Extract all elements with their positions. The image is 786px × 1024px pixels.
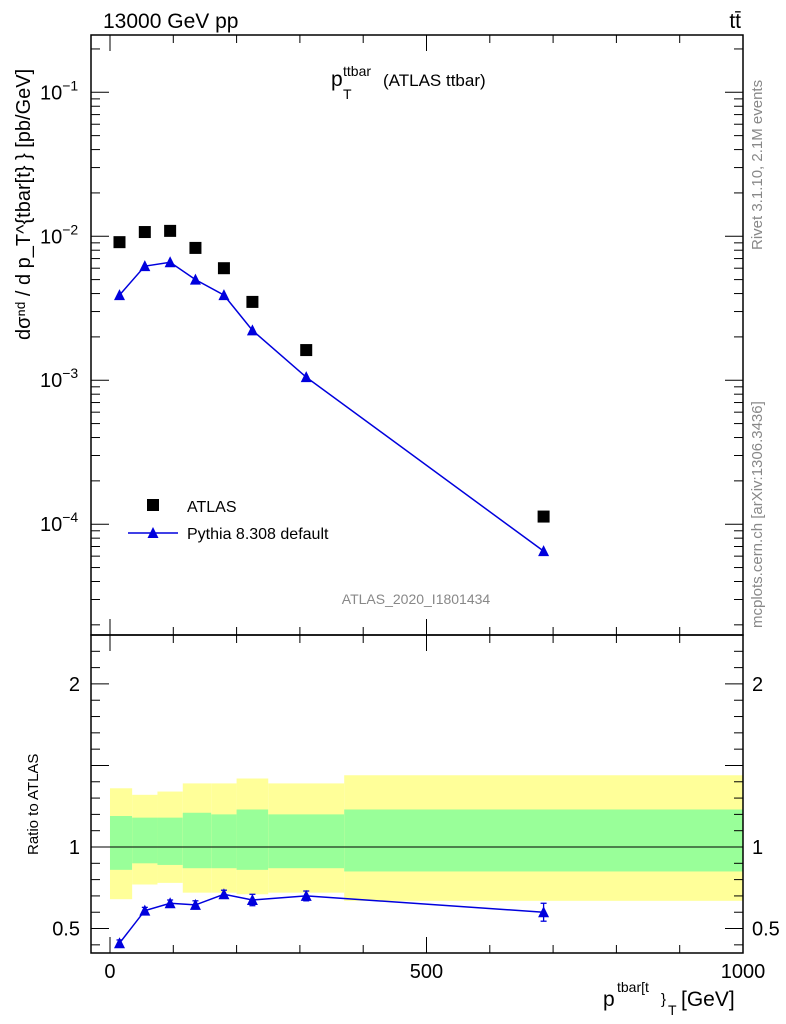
atlas-data-point (138, 226, 151, 239)
atlas-data-point (246, 295, 259, 308)
ratio-y-tick-label: 2 (69, 674, 80, 696)
y-axis-label: dσⁿᵈ / d p_T^{tbar[t} } [pb/GeV] (13, 69, 35, 340)
rivet-label-text: Rivet 3.1.10, 2.1M events (749, 80, 766, 250)
plot-title: p ttbar T (ATLAS ttbar) (331, 63, 486, 102)
legend-pythia-marker (147, 527, 159, 538)
legend-pythia-label: Pythia 8.308 default (187, 526, 329, 543)
mcplots-label: mcplots.cern.ch [arXiv:1306.3436] (749, 401, 766, 628)
atlas-data-point (537, 510, 550, 523)
y-tick-label: 10−2 (40, 221, 78, 248)
ratio-series (113, 888, 550, 949)
process-label: tt̄ (729, 10, 741, 33)
ratio-data-point (113, 937, 125, 949)
atlas-data-point (217, 262, 230, 275)
ratio-line (118, 893, 544, 944)
ratio-y-tick-label-right: 2 (752, 674, 763, 696)
inner-band-segment (132, 817, 158, 864)
title-main: p (331, 68, 343, 91)
ratio-y-tick-label-right: 0.5 (752, 919, 780, 941)
title-rest: (ATLAS ttbar) (383, 71, 486, 90)
atlas-series (113, 224, 550, 523)
analysis-tag: ATLAS_2020_I1801434 (342, 591, 491, 607)
ratio-y-tick-label: 1 (69, 837, 80, 859)
x-tick-label: 1000 (721, 961, 766, 983)
ratio-data-point (246, 894, 258, 905)
pythia-data-point (189, 273, 201, 285)
y-axis-label-text: dσⁿᵈ / d p_T^{tbar[t} } [pb/GeV] (13, 69, 35, 340)
atlas-data-point (113, 236, 126, 249)
atlas-data-point (189, 241, 202, 254)
pythia-series (113, 256, 550, 557)
x-label-unit: [GeV] (681, 988, 735, 1011)
pythia-data-point (218, 289, 230, 301)
inner-band-segment (182, 812, 212, 869)
uncertainty-bands (109, 775, 743, 901)
energy-label: 13000 GeV pp (103, 10, 238, 33)
inner-band-segment (344, 809, 743, 872)
atlas-data-point (164, 224, 177, 237)
legend-atlas-marker (147, 499, 159, 511)
x-label-sup: tbar[t (617, 979, 649, 995)
y-tick-label: 10−1 (40, 77, 78, 104)
inner-band-segment (268, 814, 345, 869)
axis-ticks: 0 500 1000 10−1 10−2 10−3 10−4 0.5 0.5 1 1 2 2 (40, 35, 780, 983)
ratio-data-point (300, 889, 312, 901)
y-tick-label: 10−3 (40, 365, 78, 392)
pythia-data-point (139, 260, 151, 272)
ratio-data-point (139, 904, 151, 916)
x-label-main: p (603, 988, 615, 1011)
ratio-y-axis-label-text: Ratio to ATLAS (25, 754, 42, 855)
ratio-y-tick-label-right: 1 (752, 837, 763, 859)
ratio-data-point (164, 897, 176, 909)
x-tick-label: 500 (410, 961, 443, 983)
mcplots-label-text: mcplots.cern.ch [arXiv:1306.3436] (749, 401, 766, 628)
ratio-y-tick-label: 0.5 (52, 919, 80, 941)
ratio-data-point (538, 906, 550, 918)
main-plot-frame (90, 34, 744, 636)
x-tick-label: 0 (104, 961, 115, 983)
x-label-subT: T (668, 1002, 677, 1018)
ratio-plot-frame (90, 634, 744, 954)
inner-band-segment (157, 817, 183, 865)
ratio-data-point (189, 898, 201, 910)
pythia-data-point (164, 256, 176, 268)
pythia-data-point (300, 371, 312, 383)
pythia-data-point (538, 545, 550, 557)
pythia-data-point (246, 324, 258, 336)
x-label-sub: } (661, 991, 666, 1008)
ratio-data-point (218, 888, 230, 900)
title-sup: ttbar (343, 63, 371, 79)
rivet-label: Rivet 3.1.10, 2.1M events (749, 80, 766, 250)
pythia-data-point (113, 289, 125, 301)
legend: ATLAS Pythia 8.308 default (128, 499, 329, 543)
inner-band-segment (236, 809, 269, 870)
inner-band-segment (109, 816, 133, 870)
y-tick-label: 10−4 (40, 509, 78, 536)
x-axis-label: p tbar[t } T [GeV] (603, 979, 735, 1018)
pythia-line (118, 261, 545, 552)
ratio-y-axis-label: Ratio to ATLAS (25, 754, 42, 855)
inner-band-segment (211, 814, 237, 869)
title-sub: T (343, 86, 352, 102)
atlas-data-point (300, 344, 313, 357)
legend-atlas-label: ATLAS (187, 499, 237, 516)
